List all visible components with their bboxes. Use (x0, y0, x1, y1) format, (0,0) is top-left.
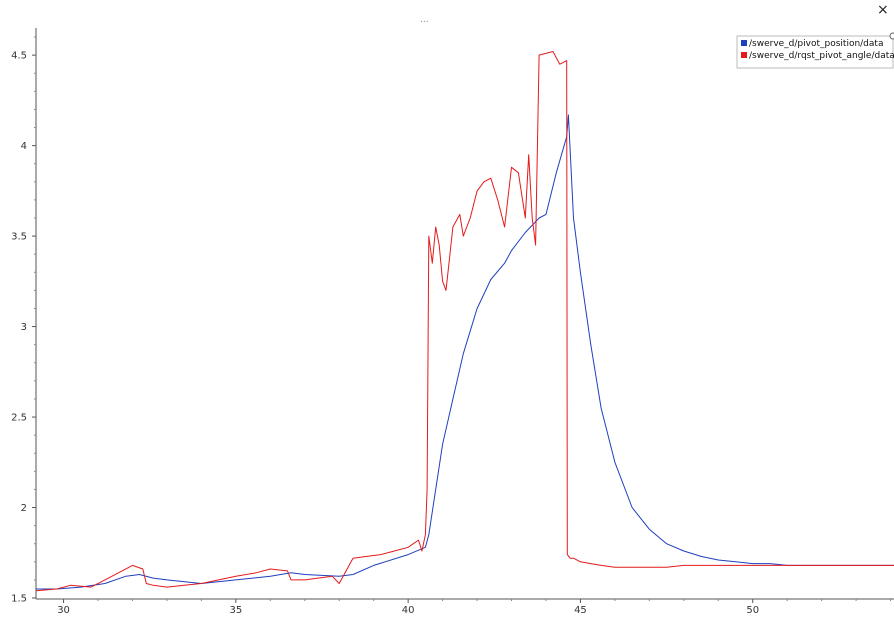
x-tick-label: 50 (746, 605, 759, 615)
series-layer (35, 51, 894, 592)
y-tick-label: 1.5 (11, 594, 27, 605)
legend-box[interactable] (736, 35, 894, 69)
legend[interactable]: /swerve_d/pivot_position/data/swerve_d/r… (736, 32, 894, 69)
legend-swatch (741, 40, 747, 46)
y-tick-label: 2.5 (11, 413, 27, 424)
legend-label: /swerve_d/rqst_pivot_angle/data (749, 51, 894, 61)
y-tick-label: 4.5 (11, 51, 27, 62)
window-handle-dots[interactable]: ... (420, 15, 429, 25)
y-tick-label: 3.5 (11, 232, 27, 243)
y-tick-label: 4 (21, 141, 27, 152)
y-tick-label: 3 (21, 322, 27, 333)
legend-label: /swerve_d/pivot_position/data (749, 39, 883, 49)
x-tick-label: 40 (402, 605, 415, 615)
axes: 1.5 2 2.5 3 3.5 4 4.5 30 35 40 45 50 (11, 28, 894, 616)
series-line-pivot-position (36, 114, 894, 590)
x-tick-label: 35 (229, 605, 242, 615)
legend-resize-handle[interactable] (889, 32, 894, 40)
series-line-rqst-pivot-angle (35, 51, 894, 592)
x-tick-label: 45 (574, 605, 587, 615)
y-tick-label: 2 (21, 503, 27, 514)
close-icon[interactable]: × (877, 2, 889, 18)
x-tick-label: 30 (57, 605, 70, 615)
legend-swatch (741, 52, 747, 58)
